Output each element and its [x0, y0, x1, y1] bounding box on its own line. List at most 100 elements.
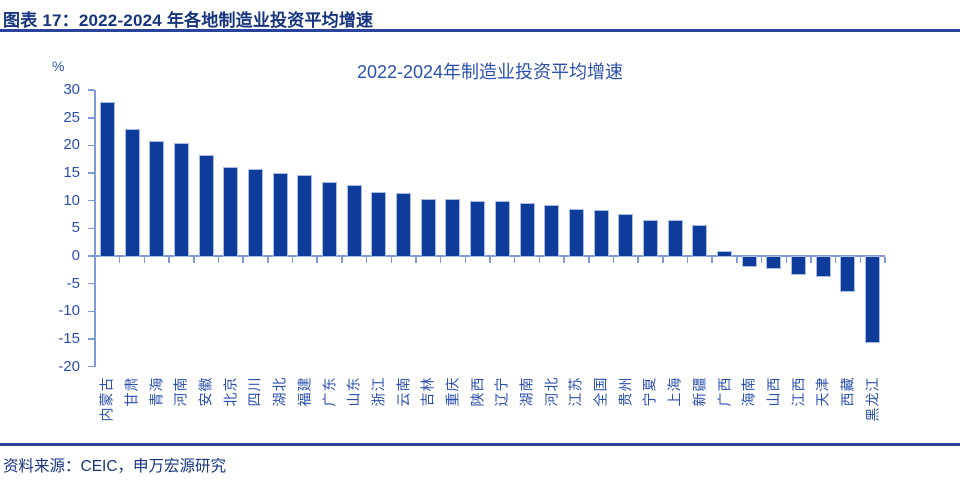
bar [544, 204, 560, 257]
bar [470, 200, 486, 257]
x-axis-tick [390, 257, 392, 263]
bar [618, 213, 634, 257]
x-axis-tick [736, 257, 738, 263]
category-label: 上海 [666, 376, 683, 406]
x-axis-tick [168, 257, 170, 263]
y-axis-tick [87, 255, 94, 257]
x-axis-tick [834, 257, 837, 263]
y-axis-tick [87, 172, 94, 174]
y-tick-label: -5 [66, 274, 80, 292]
bar [815, 256, 831, 278]
y-tick-label: 30 [63, 81, 80, 99]
x-axis-tick [563, 257, 565, 263]
category-label: 海南 [740, 376, 757, 406]
category-label: 内蒙古 [98, 376, 115, 421]
category-label: 辽宁 [493, 376, 510, 406]
x-axis-tick [513, 257, 516, 263]
bar [297, 175, 313, 257]
x-axis-tick [612, 257, 615, 263]
category-label: 宁夏 [641, 376, 658, 406]
category-label: 云南 [395, 376, 412, 406]
x-axis-tick [760, 257, 763, 263]
x-axis-tick [662, 257, 664, 263]
bar [346, 185, 362, 257]
bar-chart: % 2022-2024年制造业投资平均增速 30 25 20 15 10 5 0 -5 -10 -… [0, 34, 960, 440]
y-axis-tick [87, 310, 94, 313]
x-axis-tick [217, 257, 220, 263]
category-label: 黑龙江 [864, 376, 881, 421]
category-label: 青海 [148, 376, 165, 406]
bar [198, 154, 214, 257]
bar [445, 199, 461, 257]
category-label: 新疆 [691, 376, 708, 406]
source-note: 资料来源：CEIC，申万宏源研究 [0, 443, 960, 481]
y-axis-line [93, 90, 96, 367]
bar [322, 182, 338, 257]
y-axis-unit-label: % [52, 58, 65, 74]
bar [272, 173, 288, 257]
figure-title: 图表 17：2022-2024 年各地制造业投资平均增速 [3, 11, 374, 30]
category-label: 湖北 [271, 376, 288, 406]
x-axis-tick [267, 257, 269, 263]
x-axis-tick [637, 257, 639, 263]
x-axis-tick [489, 257, 491, 263]
bar [396, 193, 412, 257]
category-label: 安徽 [197, 376, 214, 406]
x-axis-tick [341, 257, 343, 263]
x-axis-tick [118, 257, 121, 263]
y-axis-tick [87, 144, 94, 147]
y-tick-label: 25 [63, 108, 80, 126]
y-axis-tick [87, 365, 94, 368]
category-label: 贵州 [617, 376, 634, 406]
bar [494, 201, 510, 257]
category-label: 河南 [172, 376, 189, 406]
bar [766, 256, 782, 270]
x-axis-tick [884, 257, 886, 263]
bar [371, 191, 387, 257]
category-label: 山东 [345, 376, 362, 406]
y-axis-tick [87, 199, 94, 202]
bar [865, 256, 881, 343]
category-label: 全国 [592, 376, 609, 406]
bar [717, 250, 733, 257]
category-label: 四川 [246, 376, 263, 406]
bar [173, 143, 189, 257]
bar [791, 256, 807, 276]
bar [519, 203, 535, 257]
x-axis-tick [291, 257, 294, 263]
y-tick-label: 15 [63, 164, 80, 182]
category-label: 湖南 [518, 376, 535, 406]
y-tick-label: 0 [71, 247, 80, 264]
bar [741, 256, 757, 267]
bar [568, 208, 584, 257]
category-label: 北京 [222, 376, 239, 406]
bar [420, 198, 436, 257]
bar [642, 219, 658, 257]
category-label: 重庆 [444, 376, 461, 406]
bar [223, 167, 239, 257]
category-label: 河北 [543, 376, 560, 406]
bar [149, 140, 165, 257]
x-axis-line [95, 255, 885, 258]
x-axis-tick [538, 257, 541, 263]
bar [124, 129, 140, 257]
y-tick-label: 5 [71, 219, 80, 237]
category-label: 福建 [296, 376, 313, 406]
x-axis-tick [365, 257, 368, 263]
y-axis-tick [87, 282, 94, 285]
y-axis-tick [87, 227, 94, 230]
source-text: 资料来源：CEIC，申万宏源研究 [3, 458, 227, 475]
x-axis-tick [242, 257, 244, 263]
bar [840, 256, 856, 293]
bar [593, 209, 609, 257]
plot-area: 30 25 20 15 10 5 0 -5 -10 -15 -20 内蒙古 甘肃 青海 河南 安徽 北京 四川 湖北… [58, 81, 886, 421]
category-label: 广西 [716, 376, 733, 406]
y-tick-label: -15 [58, 329, 80, 347]
y-axis-tick [87, 338, 94, 340]
x-axis-tick [686, 257, 689, 263]
category-label: 甘肃 [123, 376, 140, 406]
x-axis-tick [316, 257, 318, 263]
y-tick-label: -20 [58, 357, 80, 375]
x-axis-tick [439, 257, 442, 263]
